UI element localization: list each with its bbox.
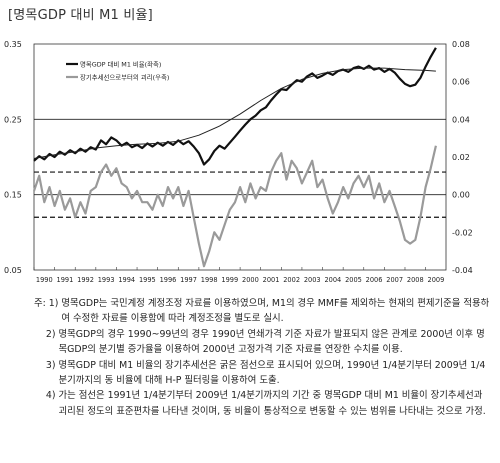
left-axis-tick-label: 0.25 xyxy=(4,115,22,124)
x-axis-tick-label: 1990 xyxy=(36,276,53,284)
left-axis-tick-label: 0.05 xyxy=(4,266,22,275)
footnotes: 주: 1) 명목GDP는 국민계정 계정조정 자료를 이용하였으며, M1의 경… xyxy=(34,296,492,419)
legend-label-ratio: 명목GDP 대비 M1 비율(좌축) xyxy=(80,60,161,69)
x-axis-tick-label: 2001 xyxy=(263,276,280,284)
right-axis-tick-label: 0.02 xyxy=(452,153,470,162)
x-axis-tick-label: 2000 xyxy=(242,276,259,284)
left-axis-tick-label: 0.15 xyxy=(4,191,22,200)
footnote-prefix: 2) xyxy=(34,328,59,340)
x-axis-tick-label: 1997 xyxy=(180,276,197,284)
x-axis-tick-label: 1991 xyxy=(57,276,74,284)
legend-label-deviation: 장기추세선으로부터의 괴리(우축) xyxy=(80,73,169,82)
x-axis-tick-label: 1995 xyxy=(139,276,156,284)
footnote-4: 4) 가는 점선은 1991년 1/4분기부터 2009년 1/4분기까지의 기… xyxy=(34,388,492,419)
series-line-thick xyxy=(33,47,437,166)
right-axis-tick-label: -0.04 xyxy=(452,266,473,275)
x-axis-tick-label: 2009 xyxy=(428,276,445,284)
series-line-trend xyxy=(33,67,436,159)
right-axis-tick-label: 0.06 xyxy=(452,78,470,87)
x-axis-tick-label: 1996 xyxy=(160,276,177,284)
x-axis-tick-label: 1992 xyxy=(77,276,94,284)
x-axis-tick-label: 2006 xyxy=(366,276,383,284)
x-axis-tick-label: 2004 xyxy=(324,276,341,284)
right-axis-tick-label: 0.08 xyxy=(452,40,470,49)
left-axis-tick-label: 0.35 xyxy=(4,40,22,49)
footnote-3: 3) 명목GDP 대비 M1 비율의 장기추세선은 굵은 점선으로 표시되어 있… xyxy=(34,358,492,389)
x-axis-tick-label: 1999 xyxy=(221,276,238,284)
series-line-gray xyxy=(32,145,437,268)
x-axis-tick-label: 1994 xyxy=(118,276,135,284)
footnote-text: 명목GDP의 경우 1990~99년의 경우 1990년 연쇄가격 기준 자료가… xyxy=(58,328,485,356)
x-axis-tick-label: 2003 xyxy=(304,276,321,284)
right-axis-tick-label: -0.02 xyxy=(452,228,473,237)
line-chart: 0.05 0.15 0.25 0.35 -0.04 -0.02 0.00 0.02 0.04 0… xyxy=(4,40,473,284)
chart-title: [명목GDP 대비 M1 비율] xyxy=(8,8,153,23)
footnote-text: 명목GDP는 국민계정 계정조정 자료를 이용하였으며, M1의 경우 MMF를… xyxy=(61,298,490,325)
footnote-1: 주: 1) 명목GDP는 국민계정 계정조정 자료를 이용하였으며, M1의 경… xyxy=(34,296,492,327)
footnote-text: 가는 점선은 1991년 1/4분기부터 2009년 1/4분기까지의 기간 중… xyxy=(58,390,486,417)
footnote-prefix: 4) xyxy=(34,390,59,402)
x-axis-tick-label: 1998 xyxy=(201,276,218,284)
footnote-2: 2) 명목GDP의 경우 1990~99년의 경우 1990년 연쇄가격 기준 … xyxy=(34,327,492,358)
x-axis-tick-label: 2002 xyxy=(283,276,300,284)
footnote-prefix: 주: 1) xyxy=(34,298,62,309)
x-axis-tick-label: 1993 xyxy=(98,276,115,284)
x-axis-tick-label: 2007 xyxy=(386,276,403,284)
x-axis-tick-label: 2005 xyxy=(345,276,362,284)
right-axis-tick-label: 0.04 xyxy=(452,115,470,124)
footnote-prefix: 3) xyxy=(34,359,59,371)
footnote-text: 명목GDP 대비 M1 비율의 장기추세선은 굵은 점선으로 표시되어 있으며,… xyxy=(58,359,486,387)
x-axis-tick-label: 2008 xyxy=(407,276,424,284)
right-axis-tick-label: 0.00 xyxy=(452,191,470,200)
